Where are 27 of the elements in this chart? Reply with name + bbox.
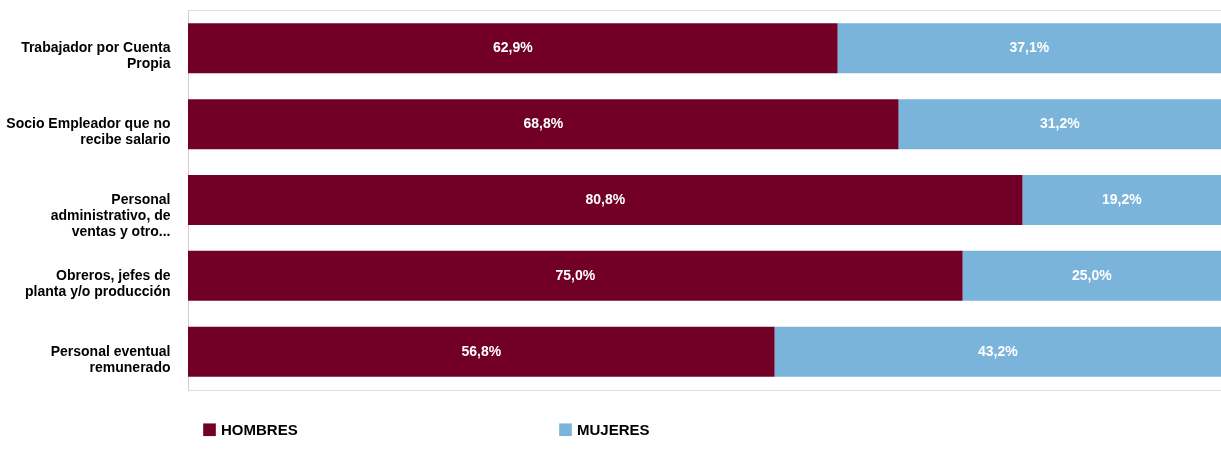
legend-label: HOMBRES (221, 420, 298, 438)
y-tick-label: Trabajador por Cuenta Propia (21, 39, 171, 72)
bar (1022, 175, 1221, 225)
data-label: 62,9% (493, 39, 534, 56)
data-label: 56,8% (461, 342, 502, 359)
data-label: 19,2% (1101, 191, 1143, 207)
bar (898, 99, 1221, 150)
data-label: 75,0% (555, 266, 596, 283)
bar (837, 23, 1221, 74)
data-label: 68,8% (523, 115, 564, 132)
bar (962, 250, 1221, 301)
bar (188, 99, 899, 150)
data-label: 80,8% (585, 191, 626, 207)
data-label: 37,1% (1009, 39, 1050, 56)
bar (188, 175, 1023, 225)
data-label: 25,0% (1072, 266, 1113, 283)
bar (188, 23, 838, 74)
legend-label: MUJERES (577, 420, 650, 438)
y-tick-label: Personal eventual remunerado (50, 342, 171, 375)
data-label: 31,2% (1040, 115, 1081, 132)
y-tick-label: Personal administrativo, de ventas y otro... (50, 191, 171, 239)
bar (774, 326, 1221, 377)
y-tick-label: Obreros, jefes de planta y/o producción (25, 266, 171, 299)
y-tick-label: Socio Empleador que no recibe salario (6, 115, 171, 148)
bar (188, 326, 775, 377)
data-label: 43,2% (978, 342, 1019, 359)
bar (188, 250, 963, 301)
